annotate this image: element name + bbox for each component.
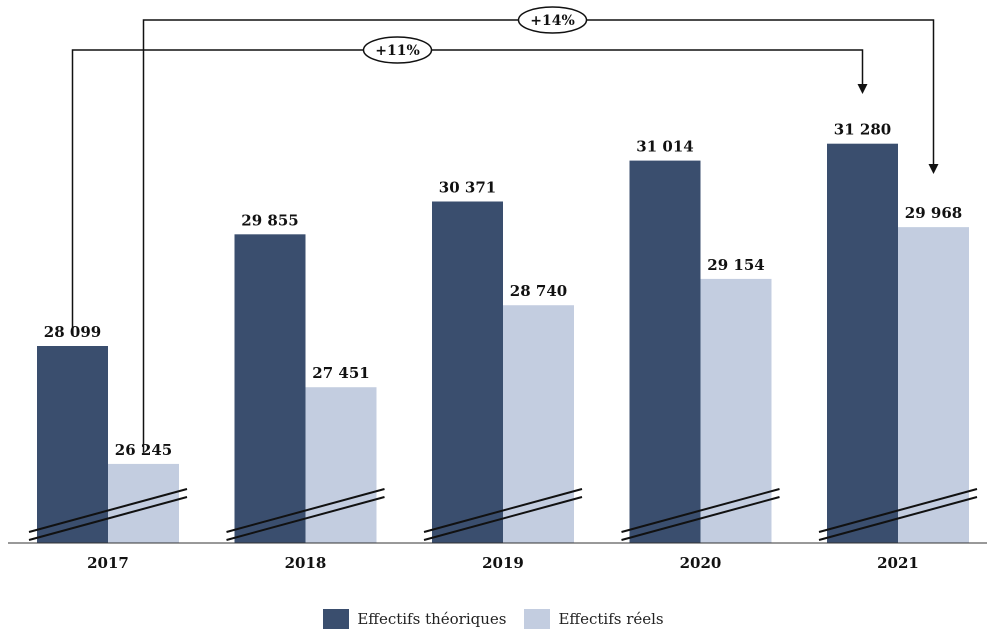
annotation--14-: +14% bbox=[142, 6, 939, 452]
annotation-connector--11- bbox=[71, 49, 864, 336]
bar-effectifs-theoriques-2020 bbox=[629, 160, 701, 543]
legend-label-actual: Effectifs réels bbox=[558, 610, 664, 628]
legend-label-theoretical: Effectifs théoriques bbox=[357, 610, 507, 628]
axis-break-line-2019-1 bbox=[423, 488, 583, 533]
value-label-effectifs-reels-2019: 28 740 bbox=[510, 282, 567, 300]
axis-break-line-2019-2 bbox=[423, 496, 583, 541]
legend-swatch-theoretical bbox=[323, 609, 350, 629]
x-tick-labels: 2017 2018 2019 2020 2021 bbox=[87, 554, 919, 572]
annotation-arrowhead--14- bbox=[928, 164, 939, 174]
legend-swatch-actual bbox=[524, 609, 551, 629]
bar-effectifs-theoriques-2017 bbox=[37, 346, 108, 543]
bar-effectifs-reels-2018 bbox=[305, 387, 377, 543]
axis-break-line-2020-1 bbox=[621, 488, 780, 533]
bar-effectifs-theoriques-2019 bbox=[432, 201, 503, 543]
x-tick-label-2017: 2017 bbox=[87, 554, 129, 572]
legend-item-actual: Effectifs réels bbox=[524, 609, 664, 629]
axis-breaks bbox=[28, 488, 978, 541]
axis-break-line-2020-2 bbox=[621, 496, 780, 541]
axis-break-line-2018-2 bbox=[226, 496, 385, 541]
axis-break-line-2021-1 bbox=[818, 488, 978, 533]
x-tick-label-2020: 2020 bbox=[680, 554, 722, 572]
legend-item-theoretical: Effectifs théoriques bbox=[323, 609, 506, 629]
annotation-text--11-: +11% bbox=[375, 43, 420, 59]
x-tick-label-2021: 2021 bbox=[877, 554, 919, 572]
bar-effectifs-reels-2021 bbox=[898, 227, 969, 544]
value-label-effectifs-reels-2021: 29 968 bbox=[905, 204, 962, 222]
legend: Effectifs théoriques Effectifs réels bbox=[0, 609, 987, 629]
value-label-effectifs-reels-2018: 27 451 bbox=[312, 364, 369, 382]
bar-effectifs-theoriques-2021 bbox=[827, 143, 898, 543]
bar-effectifs-reels-2020 bbox=[700, 278, 772, 543]
annotation--11-: +11% bbox=[71, 36, 868, 336]
axis-break-line-2018-1 bbox=[226, 488, 385, 533]
annotation-badge--14- bbox=[517, 6, 588, 34]
annotation-arrowhead--11- bbox=[857, 84, 868, 94]
axis-break-line-2017-1 bbox=[28, 488, 188, 533]
annotations: +14% +11% bbox=[71, 6, 939, 452]
annotation-badge--11- bbox=[362, 36, 433, 64]
value-label-effectifs-theoriques-2018: 29 855 bbox=[241, 211, 298, 229]
bars-layer bbox=[37, 143, 969, 544]
value-label-effectifs-theoriques-2020: 31 014 bbox=[636, 138, 693, 156]
annotation-text--14-: +14% bbox=[530, 13, 575, 29]
x-tick-label-2019: 2019 bbox=[482, 554, 524, 572]
bar-effectifs-reels-2017 bbox=[108, 463, 179, 543]
bar-effectifs-theoriques-2018 bbox=[234, 234, 306, 543]
value-label-effectifs-theoriques-2019: 30 371 bbox=[439, 179, 496, 197]
axis-break-line-2021-2 bbox=[818, 496, 978, 541]
value-label-effectifs-reels-2020: 29 154 bbox=[707, 256, 764, 274]
value-label-effectifs-theoriques-2021: 31 280 bbox=[834, 121, 891, 139]
x-tick-label-2018: 2018 bbox=[285, 554, 327, 572]
axis-break-line-2017-2 bbox=[28, 496, 188, 541]
